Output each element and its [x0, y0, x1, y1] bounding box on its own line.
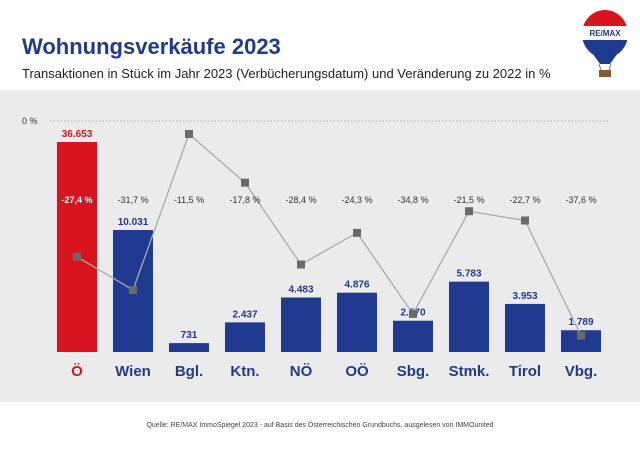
change-marker-4 [297, 260, 305, 269]
source-note: Quelle: RE/MAX ImmoSpiegel 2023 - auf Ba… [146, 422, 494, 429]
category-label: Vbg. [565, 363, 598, 380]
category-label: Ktn. [230, 363, 259, 380]
bar-2 [169, 343, 209, 352]
bar-value-label: 4.483 [288, 284, 313, 295]
bar-value-label: 3.953 [512, 291, 537, 302]
change-label: -31,7 % [117, 195, 148, 205]
bar-value-label: 10.031 [118, 217, 149, 228]
change-marker-0 [73, 252, 81, 261]
bar-value-label: 36.653 [62, 129, 93, 140]
change-label: -27,4 % [61, 195, 92, 205]
change-label: -24,3 % [341, 195, 372, 205]
bar-4 [281, 297, 321, 352]
bar-0 [57, 142, 97, 352]
change-label: -22,7 % [509, 195, 540, 205]
bar-9 [561, 330, 601, 352]
zero-line-label: 0 % [22, 116, 38, 126]
change-label: -37,6 % [565, 195, 596, 205]
change-label: -21,5 % [453, 195, 484, 205]
change-label: -17,8 % [229, 195, 260, 205]
category-label: NÖ [290, 363, 313, 380]
bar-7 [449, 281, 489, 352]
change-marker-7 [465, 207, 473, 216]
change-marker-3 [241, 178, 249, 187]
change-label: -28,4 % [285, 195, 316, 205]
change-marker-5 [353, 228, 361, 237]
change-marker-2 [185, 130, 193, 138]
category-label: Sbg. [397, 363, 430, 380]
category-label: Ö [71, 363, 83, 380]
category-label: Stmk. [449, 363, 490, 380]
bar-6 [393, 320, 433, 352]
category-label: OÖ [345, 363, 369, 380]
bar-5 [337, 292, 377, 352]
chart-subtitle: Transaktionen in Stück im Jahr 2023 (Ver… [22, 66, 551, 81]
change-label: -11,5 % [174, 195, 204, 205]
bar-8 [505, 303, 545, 352]
bar-value-label: 1.789 [568, 317, 593, 328]
change-marker-8 [521, 216, 529, 225]
change-line [76, 132, 582, 336]
category-label: Wien [115, 363, 151, 380]
bar-value-label: 5.783 [456, 269, 481, 280]
bar-value-label: 2.437 [232, 309, 257, 320]
bar-3 [225, 322, 265, 352]
chart-title: Wohnungsverkäufe 2023 [22, 34, 281, 59]
change-marker-6 [409, 309, 417, 318]
change-label: -34,8 % [397, 195, 428, 205]
category-label: Bgl. [175, 363, 203, 380]
bar-value-label: 731 [181, 330, 198, 341]
bar-value-label: 4.876 [344, 280, 369, 291]
change-marker-1 [129, 286, 137, 294]
remax-balloon-logo: RE/MAX [580, 8, 630, 80]
category-label: Tirol [509, 363, 541, 380]
change-marker-9 [577, 331, 585, 340]
logo-text: RE/MAX [589, 29, 621, 38]
